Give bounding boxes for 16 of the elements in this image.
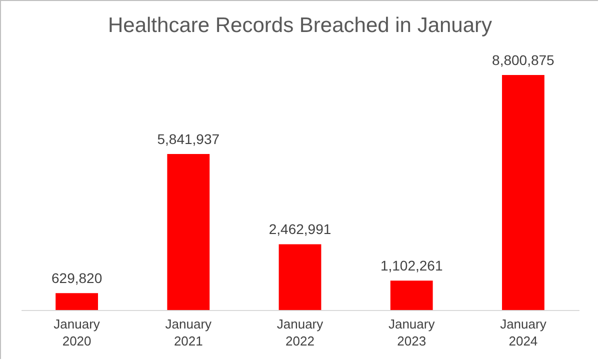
bar xyxy=(278,244,322,310)
bar xyxy=(390,280,433,310)
chart-title: Healthcare Records Breached in January xyxy=(108,14,493,37)
bar xyxy=(56,293,98,310)
x-tick-label: January 2024 xyxy=(500,316,547,348)
data-label: 1,102,261 xyxy=(380,258,443,274)
x-tick-label: January 2022 xyxy=(276,316,324,348)
x-tick-label: January 2020 xyxy=(54,316,100,348)
data-label: 5,841,937 xyxy=(157,131,220,148)
data-label: 8,800,875 xyxy=(492,52,555,68)
x-tick-label: January 2021 xyxy=(165,316,212,348)
data-label: 629,820 xyxy=(51,270,102,286)
x-tick-label: January 2023 xyxy=(388,316,436,348)
data-label: 2,462,991 xyxy=(268,221,332,238)
bar xyxy=(502,75,544,310)
bar xyxy=(167,154,210,310)
